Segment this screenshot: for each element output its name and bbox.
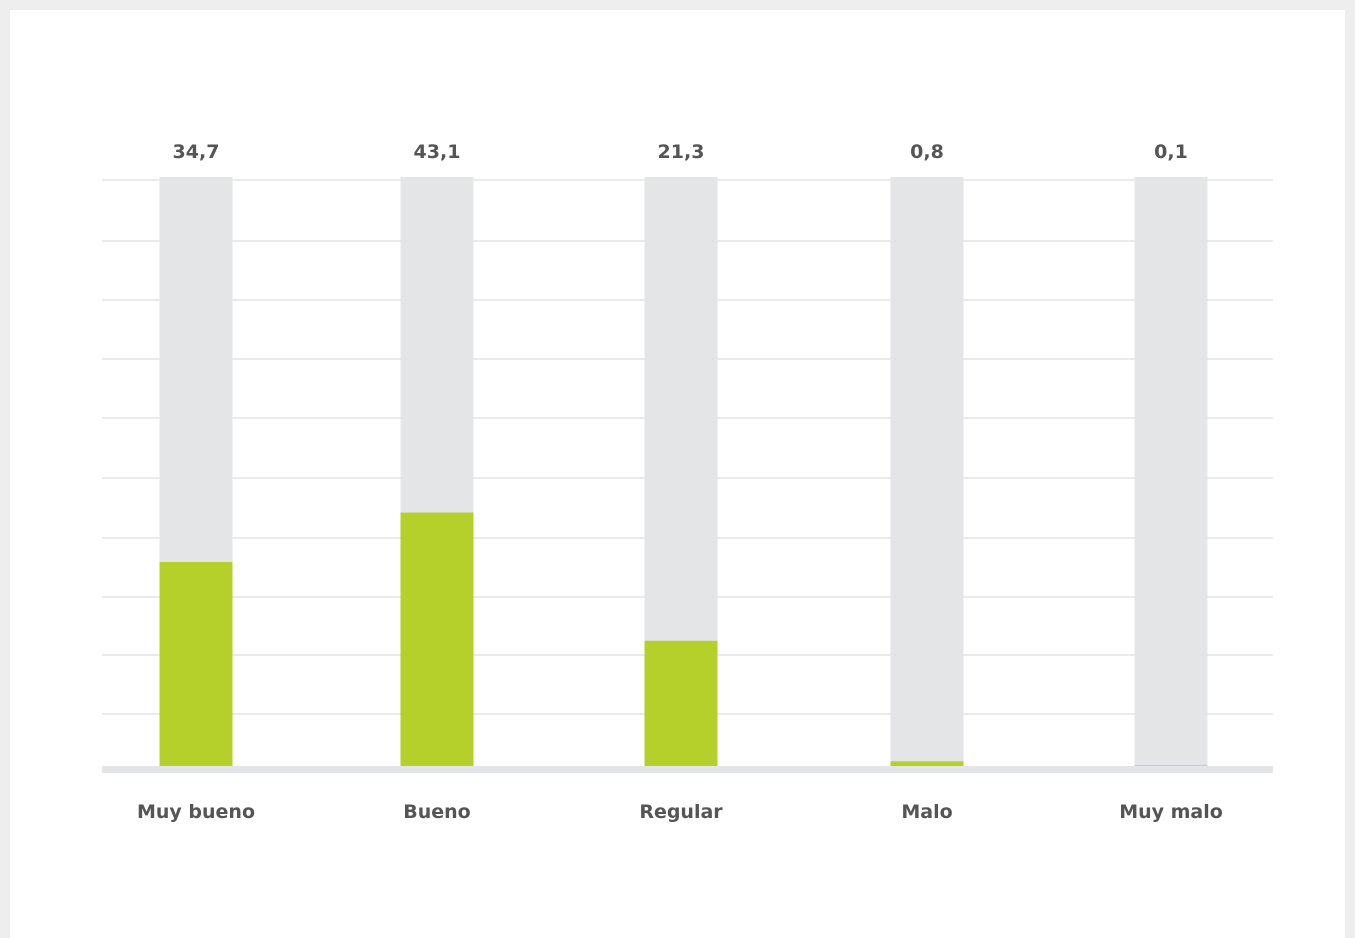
category-label: Bueno — [403, 801, 470, 823]
bar — [644, 640, 718, 766]
bar — [400, 512, 474, 766]
bar — [890, 761, 964, 766]
value-label: 43,1 — [414, 141, 461, 163]
value-label: 21,3 — [658, 141, 705, 163]
value-label: 0,1 — [1154, 141, 1188, 163]
bar-track — [890, 177, 964, 766]
category-label: Malo — [901, 801, 952, 823]
category-label: Muy bueno — [137, 801, 255, 823]
bar-track — [1134, 177, 1208, 766]
value-label: 34,7 — [173, 141, 220, 163]
category-label: Muy malo — [1119, 801, 1223, 823]
category-label: Regular — [639, 801, 723, 823]
value-label: 0,8 — [910, 141, 944, 163]
x-axis-baseline — [102, 766, 1273, 773]
bar — [1134, 765, 1208, 766]
bar — [159, 561, 233, 766]
